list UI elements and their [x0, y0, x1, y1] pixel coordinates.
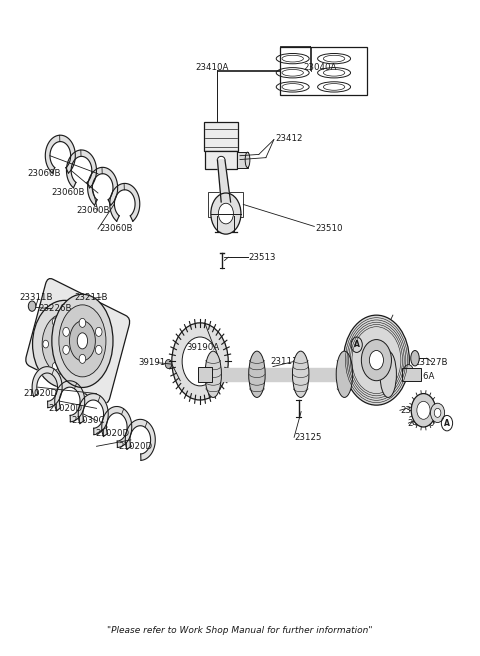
Text: 23121D: 23121D [400, 406, 434, 415]
Circle shape [434, 408, 441, 417]
Polygon shape [32, 367, 62, 407]
Text: 23226B: 23226B [39, 304, 72, 313]
Ellipse shape [249, 351, 265, 398]
Circle shape [43, 340, 48, 348]
Text: 21030C: 21030C [72, 416, 105, 425]
Bar [280, 47, 367, 95]
Text: 23510: 23510 [315, 224, 343, 233]
Circle shape [411, 394, 436, 427]
Ellipse shape [77, 333, 87, 349]
Text: "Please refer to Work Shop Manual for further information": "Please refer to Work Shop Manual for fu… [107, 626, 373, 634]
Circle shape [218, 203, 233, 224]
Ellipse shape [59, 305, 106, 377]
Polygon shape [110, 184, 140, 221]
Text: 23127B: 23127B [414, 358, 447, 367]
Ellipse shape [404, 365, 413, 377]
Ellipse shape [380, 351, 396, 398]
Text: 23126A: 23126A [401, 372, 434, 380]
Text: 23412: 23412 [275, 134, 303, 143]
Polygon shape [78, 394, 108, 435]
Circle shape [71, 363, 77, 370]
Circle shape [81, 340, 86, 348]
Circle shape [182, 337, 218, 386]
Polygon shape [88, 167, 118, 205]
Bar [237, 152, 248, 167]
Ellipse shape [245, 152, 250, 167]
Circle shape [79, 318, 86, 327]
Text: 39190A: 39190A [186, 343, 219, 352]
Ellipse shape [205, 351, 221, 398]
Text: 23040A: 23040A [303, 63, 337, 72]
Circle shape [52, 363, 58, 370]
Text: 21020D: 21020D [119, 441, 153, 451]
Circle shape [96, 327, 102, 337]
Text: A: A [444, 419, 450, 428]
Circle shape [28, 301, 36, 312]
Polygon shape [45, 135, 75, 173]
Ellipse shape [336, 351, 353, 398]
Text: 21020D: 21020D [48, 404, 82, 413]
Circle shape [52, 318, 58, 325]
Polygon shape [125, 419, 155, 461]
Polygon shape [217, 160, 230, 202]
Circle shape [79, 354, 86, 363]
Text: 23060B: 23060B [99, 224, 132, 234]
Text: 23060B: 23060B [27, 169, 61, 178]
Bar [205, 152, 237, 169]
Text: 23060B: 23060B [76, 207, 110, 215]
Text: 23211B: 23211B [74, 293, 108, 302]
Ellipse shape [217, 156, 225, 163]
Bar [208, 192, 243, 216]
Text: 23111: 23111 [271, 357, 298, 366]
Text: 21020D: 21020D [24, 389, 58, 398]
Polygon shape [55, 380, 84, 422]
Circle shape [417, 401, 430, 419]
Bar [204, 122, 238, 152]
Circle shape [63, 327, 70, 337]
Circle shape [96, 345, 102, 354]
Text: 24340: 24340 [408, 419, 435, 428]
Text: 23311B: 23311B [19, 293, 52, 302]
Circle shape [344, 315, 409, 405]
Circle shape [165, 359, 172, 369]
Circle shape [71, 318, 77, 325]
Text: 23410A: 23410A [195, 63, 228, 72]
Polygon shape [67, 150, 96, 188]
Polygon shape [102, 407, 132, 447]
FancyBboxPatch shape [26, 279, 130, 403]
Text: 23125: 23125 [294, 433, 322, 441]
Ellipse shape [70, 321, 96, 361]
Circle shape [211, 193, 241, 234]
Text: 23060B: 23060B [52, 188, 85, 197]
Circle shape [57, 334, 72, 354]
Bar [402, 368, 421, 380]
Circle shape [370, 350, 384, 370]
Ellipse shape [411, 350, 419, 366]
Circle shape [63, 345, 70, 354]
Circle shape [42, 314, 87, 375]
Circle shape [33, 300, 96, 388]
Text: 23124B: 23124B [360, 323, 394, 333]
Circle shape [172, 323, 228, 400]
Ellipse shape [52, 295, 113, 388]
Circle shape [431, 403, 444, 422]
Circle shape [361, 340, 392, 380]
Ellipse shape [292, 351, 309, 398]
Text: A: A [354, 340, 360, 349]
Text: 39191: 39191 [139, 358, 166, 367]
Text: 23513: 23513 [249, 253, 276, 262]
Text: 21020D: 21020D [95, 429, 129, 438]
Bar [198, 367, 212, 382]
